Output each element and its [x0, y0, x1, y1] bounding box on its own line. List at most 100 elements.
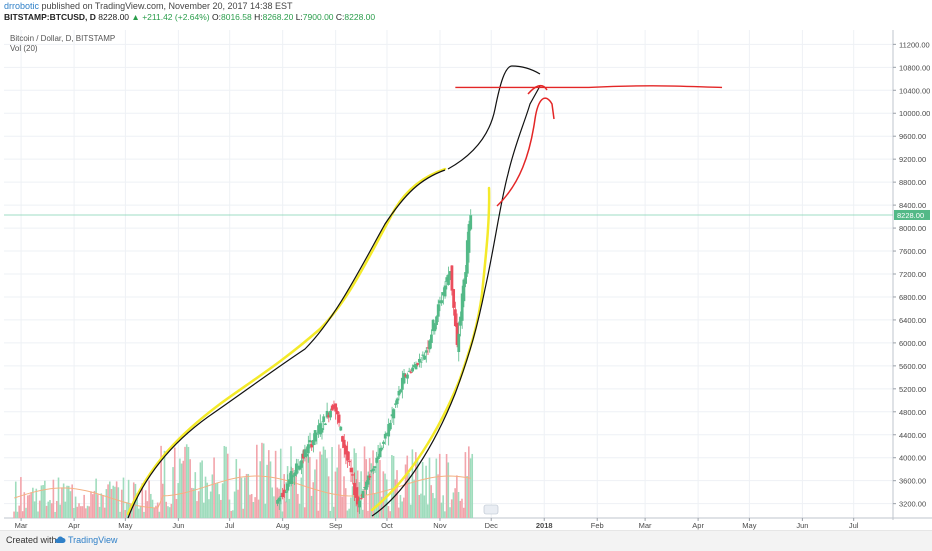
volume-bar	[81, 506, 84, 518]
y-tick-label: 11200.00	[899, 40, 930, 49]
x-tick-label: Mar	[15, 521, 28, 530]
candle-body	[335, 411, 339, 415]
volume-bar	[151, 499, 154, 518]
volume-bar	[300, 477, 303, 518]
volume-bar	[232, 510, 234, 518]
volume-bar	[426, 504, 429, 518]
y-tick-label: 8400.00	[899, 201, 926, 210]
volume-bar	[408, 472, 410, 518]
volume-bar	[69, 491, 72, 518]
volume-bar	[377, 444, 380, 518]
volume-bar	[399, 494, 402, 518]
candle-body	[327, 415, 331, 418]
volume-bar	[23, 492, 26, 518]
candle-body	[453, 309, 457, 327]
volume-bar	[418, 494, 421, 518]
y-tick-label: 8000.00	[899, 224, 926, 233]
black-curve-left	[127, 169, 446, 519]
candle-body	[329, 410, 332, 418]
volume-bar	[161, 483, 164, 518]
volume-bar	[392, 455, 395, 518]
volume-bar	[264, 503, 267, 518]
candle-body	[332, 404, 336, 409]
volume-bar	[100, 493, 103, 518]
volume-bar	[203, 502, 205, 518]
price-change: +211.42 (+2.64%)	[142, 12, 210, 22]
volume-bar	[85, 508, 87, 518]
volume-bar	[175, 498, 178, 518]
volume-bar	[64, 501, 67, 518]
volume-bar	[79, 506, 82, 518]
candle-body	[334, 403, 338, 412]
volume-bar	[312, 482, 315, 518]
volume-bar	[153, 507, 156, 518]
volume-bar	[370, 463, 373, 518]
volume-bar	[160, 445, 162, 518]
candle-body	[296, 466, 300, 468]
volume-bar	[204, 476, 207, 518]
volume-bar	[179, 458, 181, 518]
volume-bar	[112, 485, 115, 518]
volume-bar	[382, 471, 385, 518]
volume-bar	[449, 507, 451, 518]
volume-bar	[83, 494, 85, 518]
candle-body	[435, 316, 438, 325]
volume-bar	[348, 508, 350, 518]
candle-body	[407, 370, 411, 372]
volume-bar	[40, 485, 43, 518]
volume-bar	[346, 510, 349, 518]
volume-bar	[62, 483, 65, 518]
volume-bar	[71, 484, 73, 518]
volume-bar	[242, 508, 244, 518]
volume-bar	[230, 510, 232, 518]
x-tick-label: Nov	[433, 521, 447, 530]
volume-bar	[339, 448, 342, 518]
volume-bar	[25, 507, 27, 518]
y-tick-label: 5600.00	[899, 362, 926, 371]
candle-body	[288, 479, 291, 484]
volume-bar	[67, 485, 70, 518]
volume-bar	[372, 450, 374, 518]
volume-bar	[450, 499, 453, 518]
volume-bar	[144, 490, 147, 518]
volume-bar	[74, 496, 77, 518]
candle-body	[383, 433, 387, 439]
volume-bar	[14, 481, 17, 518]
candle-body	[459, 316, 462, 326]
volume-bar	[177, 483, 179, 518]
candle-body	[457, 333, 461, 353]
candle-body	[382, 441, 385, 444]
x-tick-label: Oct	[381, 521, 394, 530]
candle-body	[312, 439, 315, 446]
volume-bar	[55, 500, 58, 518]
candle-body	[392, 409, 396, 419]
volume-bar	[466, 476, 468, 518]
volume-bar	[37, 511, 39, 518]
tradingview-brand-link[interactable]: TradingView	[68, 535, 118, 545]
volume-bar	[421, 462, 424, 518]
volume-bar	[102, 495, 104, 518]
author-link[interactable]: drrobotic	[4, 1, 40, 11]
volume-bar	[59, 504, 62, 518]
x-tick-label: Apr	[692, 521, 704, 530]
volume-bar	[233, 491, 236, 518]
volume-bar	[403, 497, 405, 518]
candle-body	[324, 423, 327, 425]
volume-bar	[199, 462, 202, 518]
y-tick-label: 8800.00	[899, 178, 926, 187]
volume-bar	[235, 459, 238, 518]
candle-body	[301, 453, 305, 459]
volume-bar	[90, 491, 92, 518]
series-legend-label: Bitcoin / Dollar, D, BITSTAMP	[10, 34, 116, 43]
volume-bar	[120, 489, 123, 518]
volume-bar	[61, 487, 63, 518]
event-flag-icon	[483, 504, 499, 515]
y-tick-label: 10000.00	[899, 109, 930, 118]
candle-body	[286, 483, 290, 491]
publisher-line: drrobotic published on TradingView.com, …	[4, 1, 293, 11]
volume-bar	[50, 503, 53, 518]
price-chart[interactable]: 3200.00 3600.00 4000.00 4400.00 4800.00 5200.…	[0, 24, 932, 530]
x-tick-label: Dec	[485, 521, 499, 530]
candle-body	[375, 457, 379, 463]
volume-bar	[317, 510, 320, 518]
